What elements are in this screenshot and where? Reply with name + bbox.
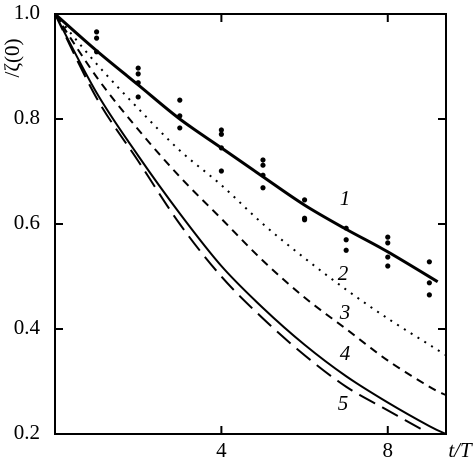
data-point: [260, 157, 266, 163]
data-point: [343, 237, 349, 243]
data-point: [135, 65, 141, 71]
curve-label: 5: [338, 391, 349, 415]
curve-label: 2: [338, 261, 349, 285]
data-point: [385, 234, 391, 240]
data-point: [135, 71, 141, 77]
data-point: [343, 225, 349, 231]
x-axis-label: t/T: [448, 438, 473, 462]
y-tick-label: 0.2: [14, 420, 40, 444]
plot-frame: [54, 13, 447, 435]
curve: [54, 13, 447, 435]
y-tick-label: 0.8: [14, 105, 40, 129]
data-point: [260, 185, 266, 191]
y-tick-label: 0.6: [14, 210, 40, 234]
data-point: [426, 280, 432, 286]
curve: [54, 13, 426, 433]
data-point: [426, 292, 432, 298]
data-point: [301, 217, 308, 223]
data-point: [301, 197, 308, 203]
data-point: [93, 29, 100, 35]
data-point: [260, 162, 266, 168]
data-point: [218, 145, 224, 151]
curve-label: 4: [340, 341, 351, 365]
curve: [54, 13, 447, 357]
data-point: [177, 125, 183, 131]
data-point: [343, 247, 349, 253]
data-point: [93, 35, 100, 41]
curve-label: 1: [340, 186, 351, 210]
data-point: [218, 168, 224, 174]
curve: [54, 12, 439, 284]
data-point: [135, 80, 141, 86]
data-point: [135, 94, 141, 100]
data-point: [93, 49, 100, 55]
data-point: [385, 240, 391, 246]
data-point: [218, 131, 224, 137]
data-point: [260, 172, 266, 178]
curve: [54, 13, 447, 397]
data-point: [426, 259, 432, 265]
curve-label: 3: [339, 300, 351, 324]
x-tick-label: 8: [383, 438, 394, 462]
data-point: [177, 113, 183, 119]
data-point: [177, 97, 183, 103]
data-point: [385, 254, 391, 260]
data-point: [385, 263, 391, 269]
y-tick-label: 1.0: [14, 0, 40, 24]
y-tick-label: 0.4: [14, 315, 41, 339]
data-point: [218, 127, 224, 133]
y-axis-label: /ζ(0): [0, 38, 24, 77]
x-tick-label: 4: [216, 438, 227, 462]
